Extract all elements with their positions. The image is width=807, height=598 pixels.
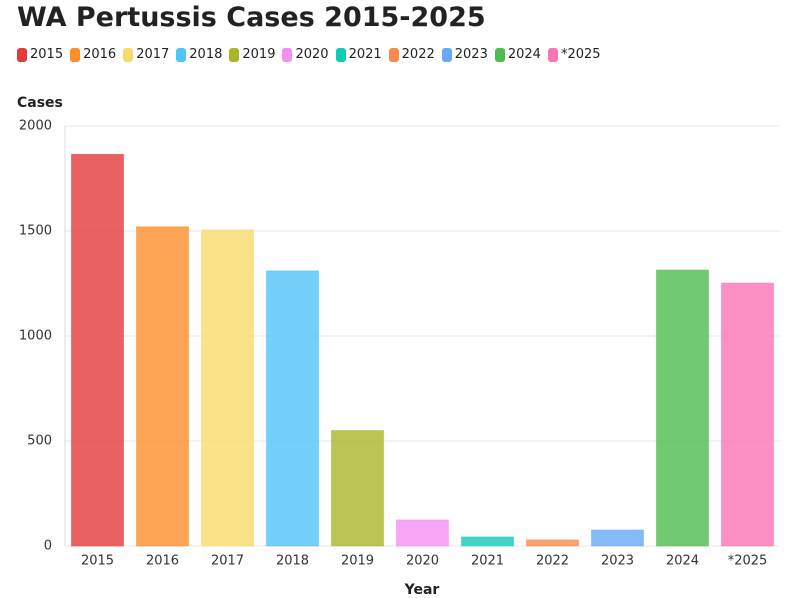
legend-item[interactable]: 2021 — [335, 47, 382, 62]
bar — [591, 529, 644, 547]
legend-label: 2020 — [295, 47, 329, 62]
chart-title: WA Pertussis Cases 2015-2025 — [17, 2, 486, 33]
bar — [396, 519, 449, 547]
legend-item[interactable]: 2016 — [70, 47, 116, 62]
legend-swatch — [70, 47, 81, 62]
legend-item[interactable]: 2022 — [388, 47, 435, 62]
y-tick-label: 500 — [27, 434, 52, 449]
bar — [656, 269, 709, 547]
x-tick-label: 2017 — [211, 554, 244, 569]
legend-item[interactable]: 2023 — [441, 47, 488, 62]
legend-swatch — [229, 47, 240, 62]
legend-swatch — [335, 47, 346, 62]
legend-swatch — [17, 47, 27, 62]
x-tick-label: 2022 — [536, 554, 569, 569]
x-tick-label: 2020 — [406, 554, 439, 569]
legend-item[interactable]: 2019 — [229, 47, 275, 62]
legend-label: 2018 — [189, 47, 223, 62]
x-tick-label: 2018 — [276, 554, 309, 569]
legend-swatch — [282, 47, 293, 62]
legend-item[interactable]: 2015 — [17, 47, 63, 62]
x-tick-label: 2019 — [341, 554, 374, 569]
bar — [461, 536, 514, 547]
x-tick-label: 2016 — [146, 554, 179, 569]
legend-item[interactable]: 2024 — [494, 47, 541, 62]
legend-label: 2024 — [507, 47, 541, 62]
legend-swatch — [176, 47, 187, 62]
bar — [331, 430, 384, 547]
legend-swatch — [388, 47, 399, 62]
x-tick-label: 2024 — [666, 554, 699, 569]
bar — [721, 282, 774, 547]
y-tick-label: 2000 — [19, 119, 52, 134]
legend-item[interactable]: 2018 — [176, 47, 222, 62]
legend-item[interactable]: 2017 — [123, 47, 169, 62]
legend-swatch — [547, 47, 558, 62]
bar — [266, 270, 319, 547]
x-axis-label: Year — [404, 582, 440, 598]
legend-label: 2023 — [454, 47, 488, 62]
legend-item[interactable]: *2025 — [547, 47, 601, 62]
x-tick-label: *2025 — [728, 554, 768, 569]
legend: 2015 2016 2017 2018 2019 2020 2021 2022 2023 2024… — [17, 47, 601, 62]
x-tick-label: 2021 — [471, 554, 504, 569]
y-tick-label: 1500 — [19, 224, 52, 239]
y-axis-label: Cases — [17, 95, 63, 111]
bar — [526, 539, 579, 547]
bar — [201, 229, 254, 547]
y-tick-label: 1000 — [19, 329, 52, 344]
legend-label: *2025 — [560, 47, 601, 62]
legend-swatch — [441, 47, 452, 62]
legend-label: 2019 — [242, 47, 276, 62]
legend-label: 2021 — [348, 47, 382, 62]
legend-label: 2015 — [30, 47, 64, 62]
y-tick-label: 0 — [44, 539, 52, 554]
legend-label: 2017 — [136, 47, 170, 62]
legend-swatch — [494, 47, 505, 62]
legend-label: 2016 — [83, 47, 117, 62]
legend-label: 2022 — [401, 47, 435, 62]
x-tick-label: 2015 — [81, 554, 114, 569]
legend-swatch — [123, 47, 134, 62]
legend-item[interactable]: 2020 — [282, 47, 329, 62]
x-tick-label: 2023 — [601, 554, 634, 569]
bar — [136, 226, 189, 547]
bar — [71, 153, 124, 547]
